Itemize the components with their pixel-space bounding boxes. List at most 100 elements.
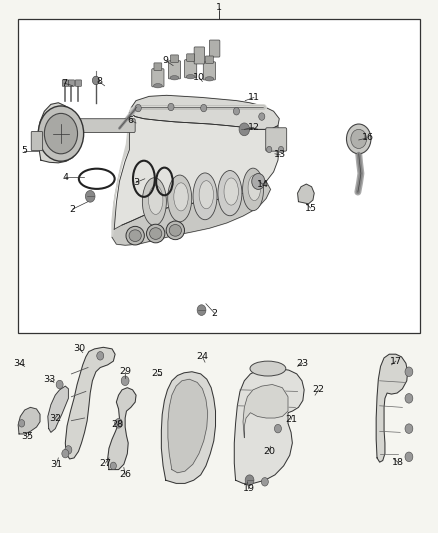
Ellipse shape <box>199 181 214 209</box>
Text: 9: 9 <box>163 56 169 65</box>
Polygon shape <box>38 103 81 163</box>
Text: 12: 12 <box>248 123 260 132</box>
Polygon shape <box>112 181 271 245</box>
FancyBboxPatch shape <box>154 63 162 70</box>
Bar <box>18 19 420 333</box>
Polygon shape <box>243 384 288 438</box>
Circle shape <box>44 114 78 154</box>
Text: 5: 5 <box>21 146 27 155</box>
Ellipse shape <box>218 171 242 216</box>
Text: 28: 28 <box>112 421 124 430</box>
Text: 6: 6 <box>128 116 134 125</box>
Text: 22: 22 <box>313 385 325 394</box>
Circle shape <box>92 76 99 85</box>
Text: 25: 25 <box>151 369 163 378</box>
Text: 32: 32 <box>49 414 61 423</box>
Polygon shape <box>65 348 115 459</box>
Circle shape <box>259 113 265 120</box>
Circle shape <box>97 352 104 360</box>
Circle shape <box>261 478 268 486</box>
Text: 2: 2 <box>212 309 218 318</box>
Circle shape <box>405 424 413 433</box>
Circle shape <box>18 419 25 427</box>
Text: 34: 34 <box>13 359 25 368</box>
FancyBboxPatch shape <box>205 56 213 63</box>
Circle shape <box>168 103 174 111</box>
Ellipse shape <box>129 230 141 241</box>
FancyBboxPatch shape <box>170 55 178 62</box>
Text: 4: 4 <box>62 173 68 182</box>
Circle shape <box>56 380 63 389</box>
Circle shape <box>245 475 254 486</box>
Polygon shape <box>130 95 279 130</box>
Polygon shape <box>48 386 68 432</box>
Circle shape <box>121 376 129 385</box>
Ellipse shape <box>150 228 162 239</box>
Circle shape <box>115 418 123 428</box>
Text: 35: 35 <box>22 432 34 441</box>
Text: 14: 14 <box>257 180 268 189</box>
Circle shape <box>351 130 367 149</box>
Text: 20: 20 <box>263 447 275 456</box>
Ellipse shape <box>243 168 264 211</box>
Ellipse shape <box>186 75 195 79</box>
Circle shape <box>252 173 265 189</box>
Text: 8: 8 <box>96 77 102 86</box>
Circle shape <box>65 446 72 454</box>
Ellipse shape <box>248 175 261 200</box>
FancyBboxPatch shape <box>31 132 42 151</box>
Polygon shape <box>114 112 279 229</box>
FancyBboxPatch shape <box>68 80 74 86</box>
FancyBboxPatch shape <box>152 69 164 87</box>
Text: 1: 1 <box>216 3 222 12</box>
Circle shape <box>201 104 207 112</box>
Ellipse shape <box>170 76 179 80</box>
Ellipse shape <box>147 224 165 243</box>
Text: 18: 18 <box>392 458 404 466</box>
Text: 26: 26 <box>119 471 131 479</box>
Ellipse shape <box>193 173 217 220</box>
FancyBboxPatch shape <box>194 47 205 64</box>
Ellipse shape <box>250 361 286 376</box>
Ellipse shape <box>142 177 166 225</box>
Text: 23: 23 <box>297 359 309 368</box>
Text: 27: 27 <box>99 459 112 467</box>
Polygon shape <box>112 107 132 237</box>
Ellipse shape <box>168 175 192 222</box>
Ellipse shape <box>126 227 145 245</box>
Circle shape <box>405 393 413 403</box>
Text: 16: 16 <box>361 133 374 142</box>
Circle shape <box>233 108 240 115</box>
Ellipse shape <box>174 183 188 211</box>
FancyBboxPatch shape <box>184 60 197 78</box>
FancyBboxPatch shape <box>62 80 68 86</box>
FancyBboxPatch shape <box>209 40 220 57</box>
Circle shape <box>405 367 413 376</box>
Ellipse shape <box>169 224 181 236</box>
Circle shape <box>135 104 141 112</box>
FancyBboxPatch shape <box>203 62 215 80</box>
Polygon shape <box>376 354 408 462</box>
Text: 17: 17 <box>390 357 402 366</box>
Polygon shape <box>168 379 208 473</box>
Circle shape <box>279 147 284 153</box>
Text: 11: 11 <box>248 93 260 102</box>
Text: 21: 21 <box>285 415 297 424</box>
Circle shape <box>405 452 413 462</box>
Text: 30: 30 <box>73 344 85 353</box>
FancyBboxPatch shape <box>75 80 81 86</box>
FancyBboxPatch shape <box>266 128 287 151</box>
Circle shape <box>110 462 117 470</box>
Text: 7: 7 <box>61 78 67 87</box>
Text: 13: 13 <box>274 150 286 159</box>
Circle shape <box>267 147 272 153</box>
Circle shape <box>85 190 95 202</box>
Text: 19: 19 <box>243 484 254 493</box>
Polygon shape <box>234 368 304 483</box>
Text: 29: 29 <box>119 367 131 376</box>
FancyBboxPatch shape <box>168 61 180 79</box>
Text: 10: 10 <box>193 73 205 82</box>
Ellipse shape <box>224 178 238 205</box>
Text: 2: 2 <box>70 205 76 214</box>
Circle shape <box>62 449 69 458</box>
